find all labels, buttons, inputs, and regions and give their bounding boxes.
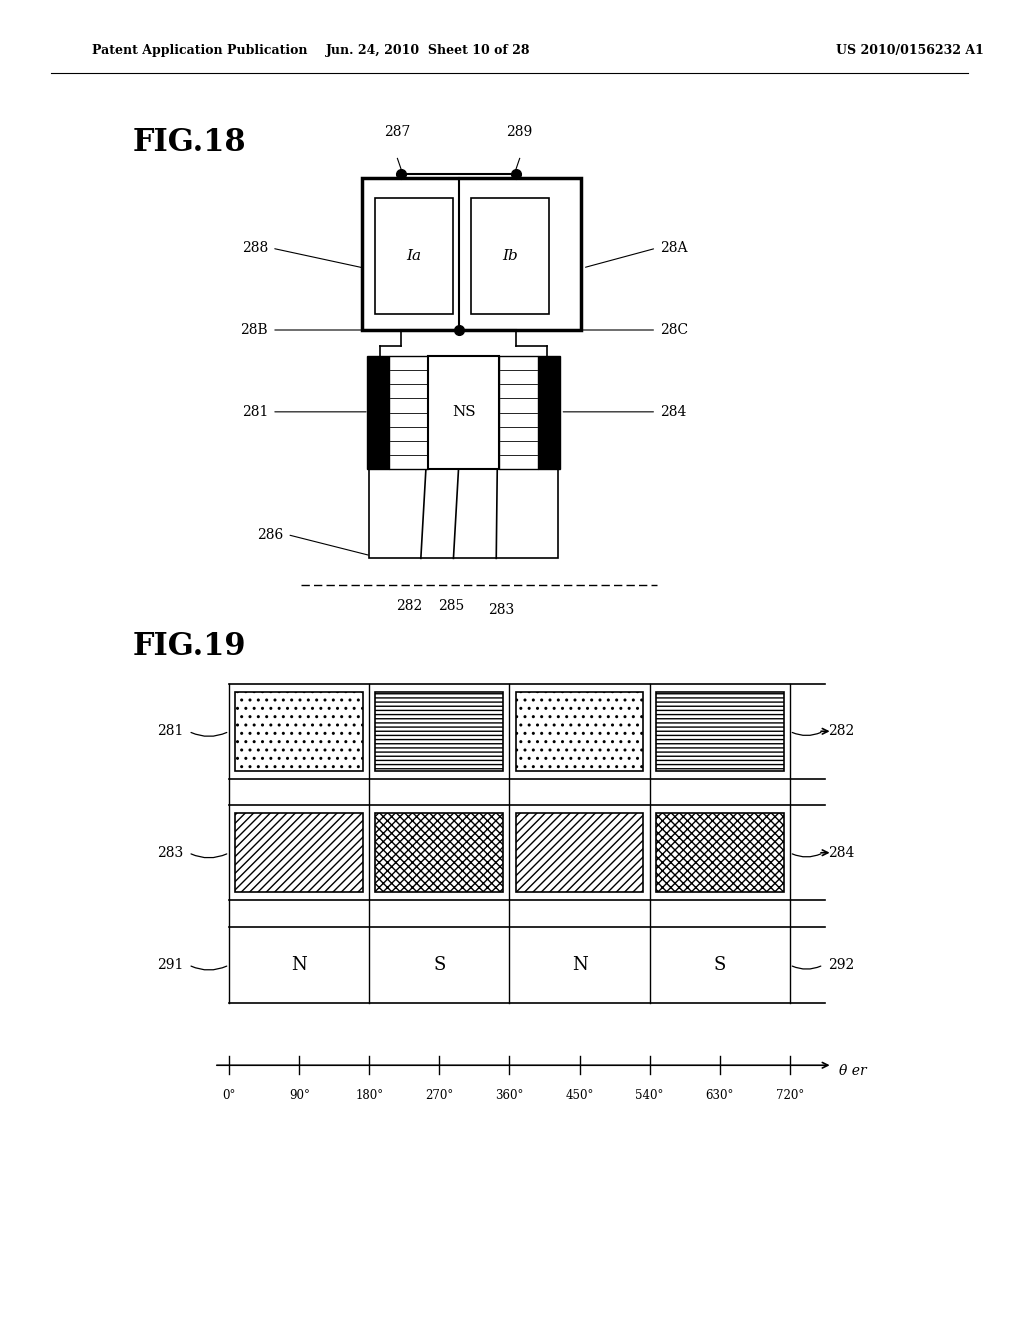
Text: 292: 292 — [828, 958, 855, 972]
Text: 283: 283 — [488, 603, 514, 618]
Text: 281: 281 — [157, 725, 183, 738]
Text: 284: 284 — [828, 846, 855, 859]
Text: 287: 287 — [384, 124, 411, 139]
Bar — [500, 356, 538, 469]
Text: Ib: Ib — [502, 249, 518, 263]
Bar — [655, 813, 783, 892]
Text: NS: NS — [452, 405, 475, 420]
Bar — [516, 692, 643, 771]
Bar — [655, 929, 783, 1001]
Bar — [389, 356, 428, 469]
Text: S: S — [433, 956, 445, 974]
Text: N: N — [292, 956, 307, 974]
Bar — [236, 929, 364, 1001]
Text: 630°: 630° — [706, 1089, 734, 1102]
Text: 270°: 270° — [425, 1089, 454, 1102]
Text: 281: 281 — [242, 405, 268, 418]
Text: 291: 291 — [157, 958, 183, 972]
Text: 288: 288 — [242, 242, 268, 255]
Bar — [369, 469, 558, 558]
Bar — [367, 356, 389, 469]
Text: S: S — [714, 956, 726, 974]
Text: Patent Application Publication: Patent Application Publication — [92, 44, 307, 57]
Text: 28C: 28C — [660, 323, 688, 337]
Text: 284: 284 — [660, 405, 687, 418]
Text: 540°: 540° — [636, 1089, 664, 1102]
Bar — [376, 929, 504, 1001]
Bar — [538, 356, 560, 469]
Bar — [471, 198, 549, 314]
Bar — [375, 198, 454, 314]
Text: 28A: 28A — [660, 242, 688, 255]
Text: 180°: 180° — [355, 1089, 383, 1102]
Text: 285: 285 — [438, 599, 465, 614]
Bar — [236, 692, 364, 771]
Text: 28B: 28B — [241, 323, 268, 337]
Text: 720°: 720° — [775, 1089, 804, 1102]
Text: 283: 283 — [157, 846, 183, 859]
Bar — [428, 356, 500, 469]
Text: 282: 282 — [396, 599, 423, 614]
Text: 360°: 360° — [496, 1089, 523, 1102]
Text: 289: 289 — [507, 124, 532, 139]
Bar — [516, 813, 643, 892]
Text: N: N — [571, 956, 588, 974]
Bar — [376, 813, 504, 892]
Text: US 2010/0156232 A1: US 2010/0156232 A1 — [836, 44, 983, 57]
Text: Jun. 24, 2010  Sheet 10 of 28: Jun. 24, 2010 Sheet 10 of 28 — [326, 44, 530, 57]
Text: FIG.19: FIG.19 — [132, 631, 246, 663]
Text: FIG.18: FIG.18 — [132, 127, 246, 158]
Text: 90°: 90° — [289, 1089, 310, 1102]
Bar — [516, 929, 643, 1001]
Text: 286: 286 — [257, 528, 284, 541]
Bar — [236, 813, 364, 892]
Text: 282: 282 — [828, 725, 855, 738]
Bar — [655, 692, 783, 771]
Bar — [376, 692, 504, 771]
Text: θ er: θ er — [839, 1064, 866, 1077]
Text: 450°: 450° — [565, 1089, 594, 1102]
Bar — [361, 178, 581, 330]
Text: 0°: 0° — [222, 1089, 236, 1102]
Text: Ia: Ia — [407, 249, 422, 263]
